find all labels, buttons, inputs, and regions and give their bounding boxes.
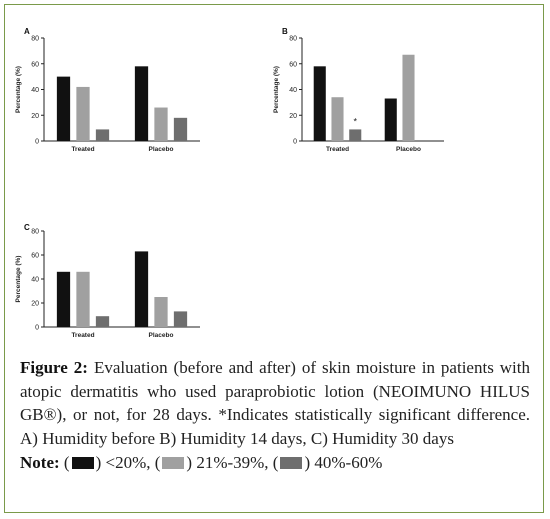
y-tick-label: 20 — [31, 113, 39, 120]
note-line: Note: ( ) <20%, ( ) 21%-39%, ( ) 40%-60% — [20, 451, 530, 475]
caption-paragraph: Figure 2: Evaluation (before and after) … — [20, 356, 530, 450]
bar — [313, 66, 326, 141]
y-tick-label: 0 — [35, 139, 39, 146]
y-tick-label: 60 — [31, 61, 39, 68]
bar — [154, 107, 168, 141]
y-tick-label: 80 — [31, 229, 39, 236]
x-tick-label: Treated — [71, 146, 94, 153]
y-axis-label: Percentage (%) — [273, 66, 280, 113]
x-tick-label: Treated — [71, 332, 94, 339]
panel-letter: A — [24, 27, 30, 36]
y-tick-label: 80 — [289, 36, 297, 43]
note-item-high: ) 40%-60% — [304, 453, 383, 472]
bar — [95, 129, 110, 141]
x-tick-label: Treated — [326, 146, 349, 153]
figure-caption: Figure 2: Evaluation (before and after) … — [20, 356, 530, 475]
bar — [134, 66, 149, 141]
bar — [76, 86, 90, 141]
y-tick-label: 20 — [31, 301, 39, 308]
panel-letter: C — [24, 223, 30, 232]
panel-c: C 0 20 40 60 80 Percentage (%) Treated Placebo — [15, 223, 200, 339]
y-tick-label: 40 — [31, 87, 39, 94]
bar — [134, 251, 149, 327]
x-tick-label: Placebo — [149, 332, 174, 339]
note-item-low: ) <20%, ( — [95, 453, 161, 472]
y-axis-label: Percentage (%) — [15, 66, 22, 113]
y-tick-label: 20 — [289, 113, 297, 120]
bar — [349, 129, 362, 141]
swatch-high — [280, 457, 303, 469]
bar — [402, 54, 415, 141]
charts-canvas: A 0 20 40 60 80 Percentage (%) Treated Placebo B… — [15, 27, 444, 339]
caption-text: Evaluation (before and after) of skin mo… — [20, 358, 530, 448]
note-open: ( — [63, 453, 70, 472]
bar — [95, 316, 110, 327]
panel-b: B 0 20 40 60 80 Percentage (%) * Treated Placebo — [273, 27, 444, 153]
y-tick-label: 40 — [289, 87, 297, 94]
y-tick-label: 0 — [293, 139, 297, 146]
caption-label: Figure 2: — [20, 358, 88, 377]
bar — [173, 117, 188, 141]
bar — [331, 97, 344, 141]
swatch-mid — [162, 457, 185, 469]
x-tick-label: Placebo — [149, 146, 174, 153]
x-tick-label: Placebo — [396, 146, 421, 153]
swatch-low — [71, 457, 94, 469]
y-tick-label: 60 — [289, 61, 297, 68]
panel-a: A 0 20 40 60 80 Percentage (%) Treated Placebo — [15, 27, 200, 153]
y-tick-label: 0 — [35, 325, 39, 332]
bar — [56, 271, 71, 327]
y-tick-label: 40 — [31, 277, 39, 284]
bar — [384, 98, 397, 141]
significance-marker: * — [353, 116, 357, 126]
panel-letter: B — [282, 27, 288, 36]
y-axis-label: Percentage (%) — [15, 256, 22, 303]
bar — [76, 271, 90, 327]
figure-frame — [4, 4, 544, 513]
y-tick-label: 80 — [31, 36, 39, 43]
bar — [56, 76, 71, 141]
bar — [173, 311, 188, 327]
y-tick-label: 60 — [31, 253, 39, 260]
note-label: Note: — [20, 453, 60, 472]
bar — [154, 297, 168, 327]
note-item-mid: ) 21%-39%, ( — [186, 453, 279, 472]
